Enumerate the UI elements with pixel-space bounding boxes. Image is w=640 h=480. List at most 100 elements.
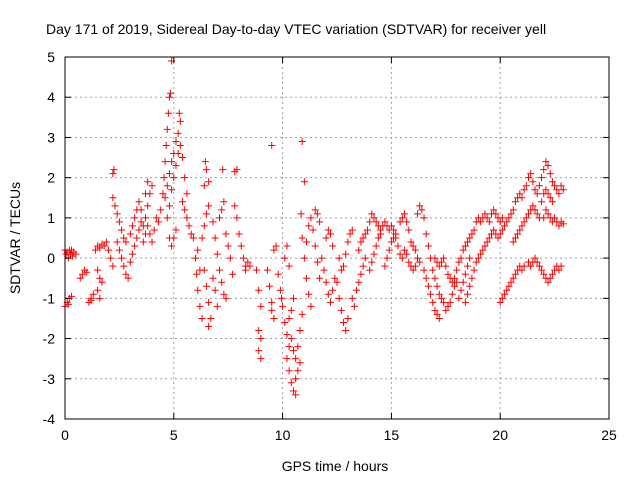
data-point xyxy=(544,210,552,218)
data-point xyxy=(307,302,315,310)
data-point xyxy=(464,290,472,298)
data-point xyxy=(527,262,535,270)
data-point xyxy=(311,242,319,250)
data-point xyxy=(255,286,263,294)
data-point xyxy=(520,218,528,226)
data-point xyxy=(368,258,376,266)
data-point xyxy=(205,202,213,210)
data-point xyxy=(468,230,476,238)
data-point xyxy=(165,93,173,101)
data-point xyxy=(387,238,395,246)
data-point xyxy=(405,258,413,266)
data-point xyxy=(270,314,278,322)
data-point xyxy=(218,278,226,286)
data-point xyxy=(461,242,469,250)
data-point xyxy=(538,266,546,274)
data-point xyxy=(374,222,382,230)
x-tick-label: 10 xyxy=(275,427,291,443)
data-point xyxy=(231,202,239,210)
data-point xyxy=(202,166,210,174)
data-point xyxy=(309,226,317,234)
data-point xyxy=(316,274,324,282)
data-point xyxy=(161,158,169,166)
data-point xyxy=(444,302,452,310)
data-point xyxy=(333,278,341,286)
data-point xyxy=(477,250,485,258)
data-point xyxy=(183,214,191,222)
data-point xyxy=(361,230,369,238)
data-point xyxy=(529,178,537,186)
data-point xyxy=(363,226,371,234)
data-point xyxy=(283,331,291,339)
data-points xyxy=(61,57,567,399)
data-point xyxy=(398,254,406,262)
data-point xyxy=(222,230,230,238)
data-point xyxy=(300,178,308,186)
data-point xyxy=(479,246,487,254)
data-point xyxy=(120,234,128,242)
data-point xyxy=(181,174,189,182)
data-point xyxy=(297,210,305,218)
data-point xyxy=(322,234,330,242)
data-point xyxy=(559,186,567,194)
data-point xyxy=(237,242,245,250)
data-point xyxy=(270,246,278,254)
data-point xyxy=(355,278,363,286)
data-point xyxy=(94,266,102,274)
data-point xyxy=(150,226,158,234)
data-point xyxy=(131,242,139,250)
data-point xyxy=(148,238,156,246)
data-point xyxy=(174,150,182,158)
data-point xyxy=(300,254,308,262)
x-tick-labels: 0 5 10 15 20 25 xyxy=(61,427,617,443)
data-point xyxy=(96,274,104,282)
x-tick-label: 25 xyxy=(601,427,617,443)
data-point xyxy=(387,222,395,230)
data-point xyxy=(215,266,223,274)
data-point xyxy=(516,190,524,198)
data-point xyxy=(194,246,202,254)
data-point xyxy=(518,194,526,202)
data-point xyxy=(466,254,474,262)
data-point xyxy=(429,298,437,306)
data-point xyxy=(115,218,123,226)
data-point xyxy=(372,242,380,250)
data-point xyxy=(313,258,321,266)
data-point xyxy=(555,222,563,230)
data-point xyxy=(533,210,541,218)
data-point xyxy=(483,214,491,222)
data-point xyxy=(418,206,426,214)
data-point xyxy=(381,262,389,270)
data-point xyxy=(407,238,415,246)
data-point xyxy=(229,270,237,278)
data-point xyxy=(470,266,478,274)
data-point xyxy=(470,226,478,234)
data-point xyxy=(181,206,189,214)
data-point xyxy=(244,258,252,266)
data-point xyxy=(357,270,365,278)
data-point xyxy=(213,250,221,258)
data-point xyxy=(427,290,435,298)
data-point xyxy=(144,222,152,230)
data-point xyxy=(110,166,118,174)
data-point xyxy=(257,335,265,343)
data-point xyxy=(292,391,300,399)
data-point xyxy=(483,238,491,246)
data-point xyxy=(113,210,121,218)
data-point xyxy=(507,210,515,218)
data-point xyxy=(326,230,334,238)
data-point xyxy=(520,262,528,270)
data-point xyxy=(268,306,276,314)
data-point xyxy=(168,186,176,194)
data-point xyxy=(163,182,171,190)
data-point xyxy=(87,296,95,304)
data-point xyxy=(111,202,119,210)
data-point xyxy=(357,238,365,246)
data-point xyxy=(187,230,195,238)
data-point xyxy=(235,230,243,238)
data-point xyxy=(168,158,176,166)
data-point xyxy=(509,238,517,246)
data-point xyxy=(348,226,356,234)
data-point xyxy=(370,214,378,222)
data-point xyxy=(174,129,182,137)
